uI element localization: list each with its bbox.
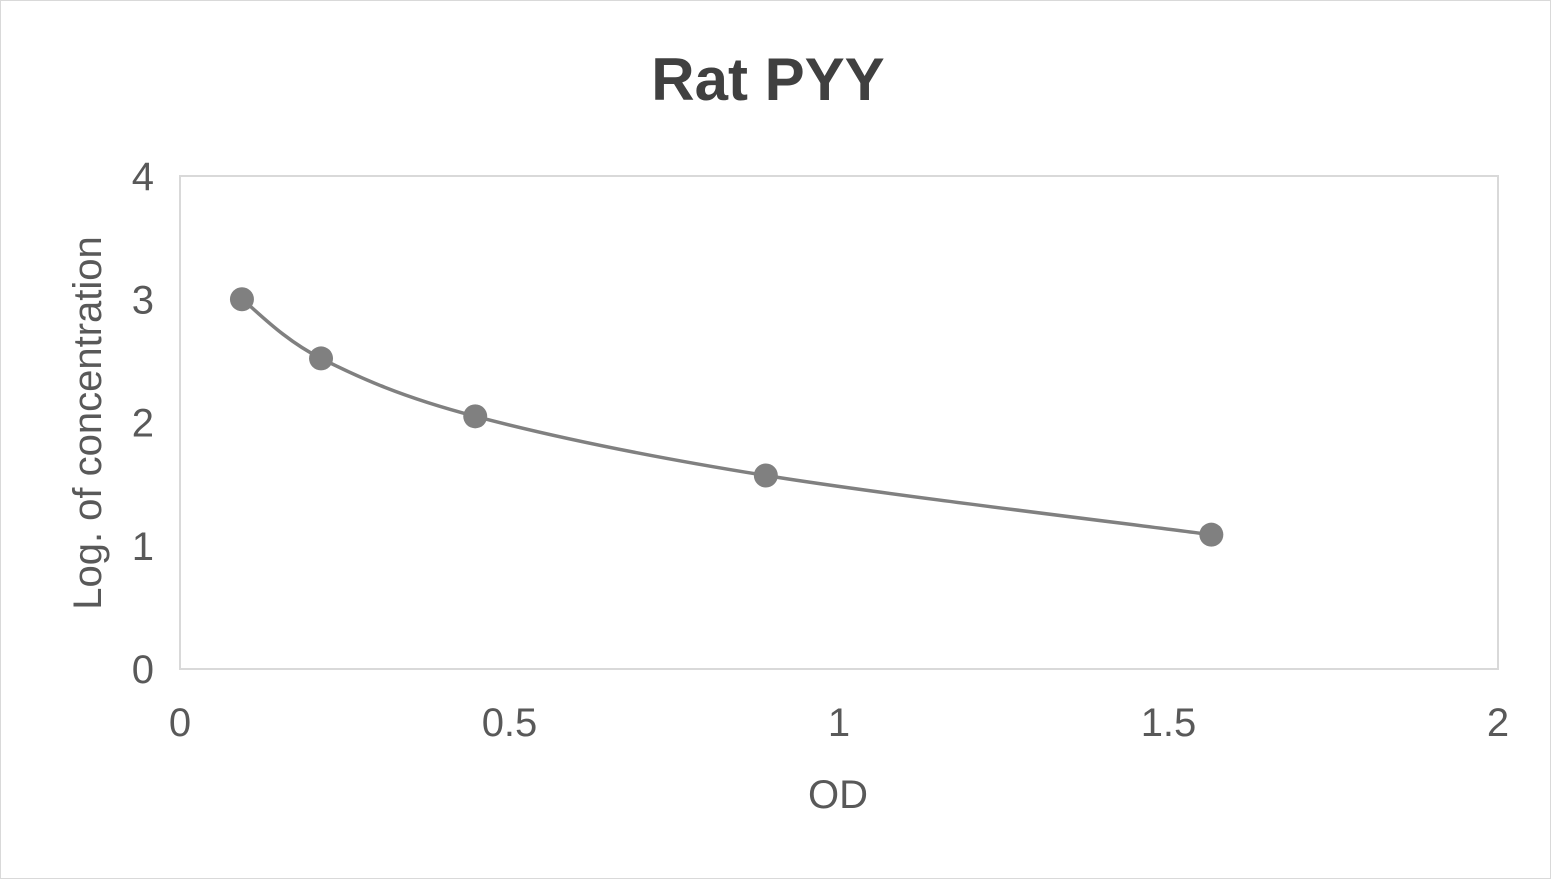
chart-title: Rat PYY — [651, 46, 884, 113]
data-point — [753, 463, 778, 488]
y-tick-label: 3 — [132, 278, 154, 322]
plot-area — [179, 175, 1499, 670]
x-tick-label: 1 — [828, 701, 850, 745]
x-tick-label: 1.5 — [1141, 701, 1197, 745]
x-tick-label: 0 — [169, 701, 191, 745]
y-tick-label: 0 — [132, 648, 154, 692]
data-point — [1199, 522, 1224, 547]
y-tick-label: 2 — [132, 402, 154, 446]
data-point — [463, 404, 488, 429]
x-tick-label: 0.5 — [482, 701, 538, 745]
x-tick-label: 2 — [1487, 701, 1509, 745]
y-tick-label: 4 — [132, 155, 154, 199]
x-axis-label: OD — [808, 773, 868, 817]
data-point — [229, 287, 254, 312]
data-point — [309, 346, 334, 371]
y-tick-label: 1 — [132, 525, 154, 569]
y-axis-label: Log. of concentration — [66, 236, 110, 610]
series-line — [240, 297, 1212, 537]
